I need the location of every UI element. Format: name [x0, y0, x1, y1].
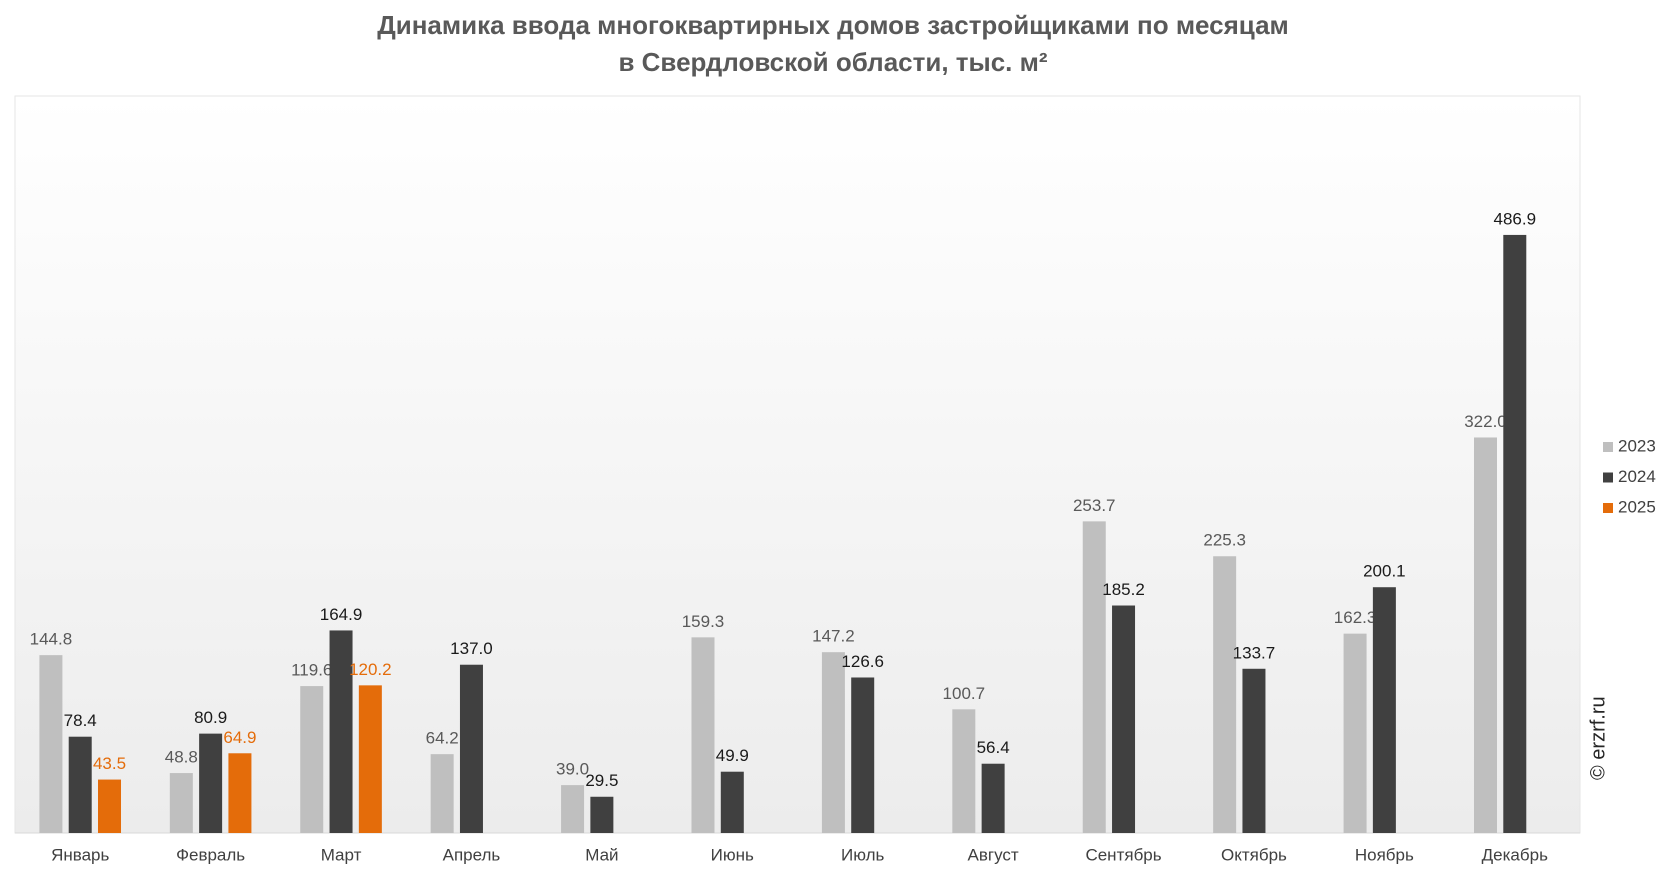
value-label: 162.3: [1334, 608, 1377, 627]
value-label: 200.1: [1363, 562, 1406, 581]
x-tick-label: Август: [968, 845, 1019, 864]
legend-swatch: [1603, 472, 1613, 483]
x-tick-label: Июль: [841, 845, 885, 864]
x-tick-label: Ноябрь: [1355, 845, 1414, 864]
bar: [459, 664, 483, 833]
bar: [590, 796, 614, 833]
legend-swatch: [1603, 442, 1613, 452]
x-tick-label: Январь: [51, 845, 109, 864]
x-tick-label: Март: [321, 845, 362, 864]
bar: [1343, 633, 1367, 833]
chart-subtitle: в Свердловской области, тыс. м²: [618, 47, 1047, 77]
bar: [358, 685, 382, 833]
legend-label: 2025: [1618, 497, 1656, 516]
value-label: 164.9: [320, 605, 363, 624]
bar: [1372, 587, 1396, 833]
bar: [851, 677, 875, 833]
bar: [691, 637, 715, 833]
bar: [821, 652, 845, 833]
x-tick-label: Апрель: [443, 845, 501, 864]
value-label: 39.0: [556, 760, 589, 779]
value-label: 147.2: [812, 627, 855, 646]
legend-label: 2024: [1618, 467, 1656, 486]
bar: [1503, 234, 1527, 833]
value-label: 49.9: [716, 746, 749, 765]
value-label: 133.7: [1233, 643, 1276, 662]
value-label: 29.5: [585, 771, 618, 790]
watermark: © erzrf.ru: [1587, 696, 1609, 780]
value-label: 322.0: [1464, 412, 1507, 431]
bar: [39, 655, 63, 833]
value-label: 48.8: [165, 748, 198, 767]
bar: [68, 736, 92, 833]
bar: [1112, 605, 1136, 833]
x-tick-label: Декабрь: [1482, 845, 1548, 864]
legend-swatch: [1603, 503, 1613, 513]
value-label: 64.2: [426, 729, 459, 748]
x-tick-label: Июнь: [711, 845, 754, 864]
bar: [98, 779, 122, 833]
bar: [430, 754, 454, 833]
chart-title: Динамика ввода многоквартирных домов зас…: [377, 10, 1289, 40]
legend-label: 2023: [1618, 436, 1656, 455]
value-label: 225.3: [1203, 531, 1246, 550]
bar: [228, 753, 252, 833]
bar: [952, 709, 976, 833]
x-tick-label: Май: [585, 845, 618, 864]
value-label: 78.4: [64, 711, 97, 730]
value-label: 119.6: [291, 661, 332, 680]
bar: [1242, 668, 1266, 833]
bar: [169, 773, 193, 833]
value-label: 137.0: [450, 639, 493, 658]
value-label: 56.4: [977, 738, 1010, 757]
bar: [561, 785, 585, 833]
value-label: 486.9: [1494, 209, 1537, 228]
value-label: 185.2: [1102, 580, 1145, 599]
bar: [1473, 437, 1497, 833]
x-tick-label: Сентябрь: [1085, 845, 1161, 864]
bar: [199, 733, 223, 833]
value-label: 144.8: [30, 630, 73, 649]
value-label: 120.2: [349, 660, 392, 679]
value-label: 100.7: [943, 684, 986, 703]
value-label: 253.7: [1073, 496, 1116, 515]
bar: [981, 763, 1005, 833]
bar: [300, 686, 324, 833]
x-tick-label: Октябрь: [1221, 845, 1287, 864]
bar: [1082, 521, 1106, 833]
value-label: 80.9: [194, 708, 227, 727]
bar: [1213, 556, 1237, 833]
value-label: 159.3: [682, 612, 725, 631]
value-label: 64.9: [223, 728, 256, 747]
plot-area: [14, 95, 1581, 834]
bar: [329, 630, 353, 833]
bar: [720, 771, 744, 833]
value-label: 126.6: [841, 652, 884, 671]
value-label: 43.5: [93, 754, 126, 773]
x-tick-label: Февраль: [176, 845, 245, 864]
